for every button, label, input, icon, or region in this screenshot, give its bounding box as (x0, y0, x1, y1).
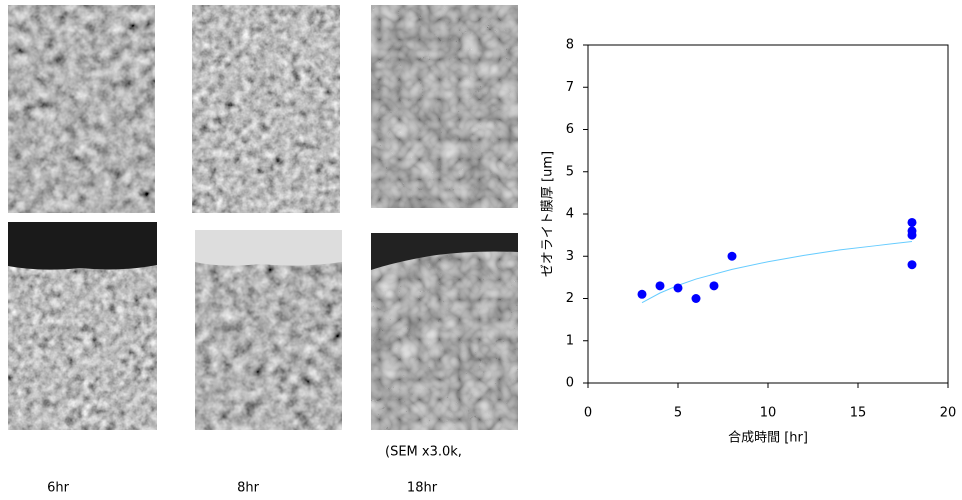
image-label: 8hr (237, 481, 260, 496)
point (637, 289, 647, 299)
image-label: 6hr (47, 481, 70, 496)
plot-frame (587, 44, 949, 384)
sem-image (192, 5, 340, 213)
x-axis-label: 合成時間 [hr] (728, 431, 808, 446)
caption: (SEM x3.0k, (385, 445, 462, 460)
sem-image-top (371, 233, 518, 270)
y-tick-label: 6 (566, 122, 574, 137)
y-tick-label: 0 (566, 376, 574, 391)
point (709, 281, 719, 291)
y-tick-label: 3 (566, 249, 574, 264)
sem-image (371, 233, 518, 430)
point (907, 260, 917, 270)
sem-image (371, 5, 518, 208)
point (673, 283, 683, 293)
x-tick-label: 10 (760, 406, 777, 421)
y-tick-label: 1 (566, 333, 574, 348)
y-axis-label: ゼオライト膜厚 [um] (541, 151, 556, 277)
y-tick-label: 7 (566, 80, 574, 95)
point (655, 281, 665, 291)
trend-line (641, 240, 913, 304)
sem-image-top (195, 230, 342, 266)
point (907, 217, 917, 227)
point (907, 230, 917, 240)
x-tick-label: 20 (940, 406, 957, 421)
sem-images (8, 5, 518, 430)
sem-image (8, 5, 155, 213)
y-tick-label: 2 (566, 291, 574, 306)
image-label: 18hr (407, 481, 438, 496)
point (727, 251, 737, 261)
y-tick-label: 5 (566, 164, 574, 179)
point (691, 294, 701, 303)
x-tick-label: 5 (674, 406, 682, 421)
y-tick-label: 8 (566, 38, 574, 53)
x-tick-label: 0 (584, 406, 592, 421)
sem-image-top (8, 222, 157, 270)
x-tick-label: 15 (850, 406, 867, 421)
y-tick-label: 4 (566, 207, 574, 222)
